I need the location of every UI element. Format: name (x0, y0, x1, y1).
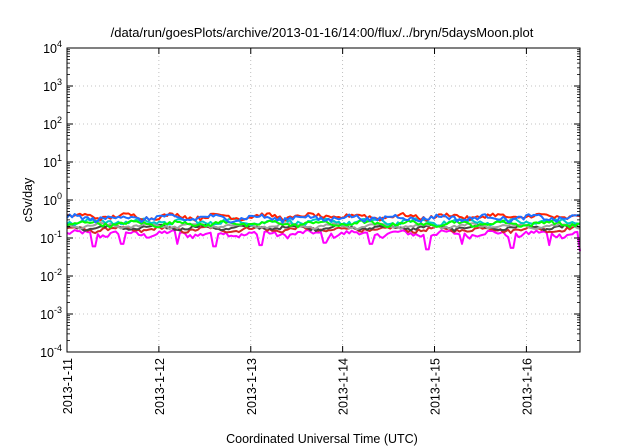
y-tick-label: 101 (43, 153, 62, 170)
y-tick-label: 104 (43, 39, 62, 56)
series-line-1 (66, 225, 581, 235)
x-tick-label: 2013-1-12 (153, 358, 167, 415)
y-tick-label: 102 (43, 115, 62, 132)
y-tick-label: 10-3 (40, 305, 62, 322)
series-line-0 (66, 228, 581, 252)
x-tick-label: 2013-1-16 (520, 358, 534, 415)
series-group (66, 212, 581, 252)
series-line-5 (66, 219, 581, 229)
x-tick-label: 2013-1-13 (245, 358, 259, 415)
x-tick-label: 2013-1-15 (429, 358, 443, 415)
y-tick-labels: 10-4 10-3 10-2 10-1 100 101 102 103 104 (40, 39, 62, 360)
y-tick-label: 10-1 (40, 229, 62, 246)
x-tick-label: 2013-1-11 (61, 358, 75, 414)
x-tick-labels: 2013-1-11 2013-1-12 2013-1-13 2013-1-14 2013… (61, 358, 534, 415)
chart-title: /data/run/goesPlots/archive/2013-01-16/1… (111, 25, 534, 40)
y-tick-label: 103 (43, 77, 62, 94)
y-tick-label: 100 (43, 191, 62, 208)
y-axis-label: cSv/day (21, 177, 35, 222)
tick-marks (66, 47, 580, 353)
x-tick-label: 2013-1-14 (337, 358, 351, 415)
series-line-7 (66, 213, 580, 224)
x-axis-label: Coordinated Universal Time (UTC) (226, 432, 418, 446)
y-tick-label: 10-4 (40, 343, 62, 360)
y-tick-label: 10-2 (40, 267, 62, 284)
grid (67, 48, 580, 352)
